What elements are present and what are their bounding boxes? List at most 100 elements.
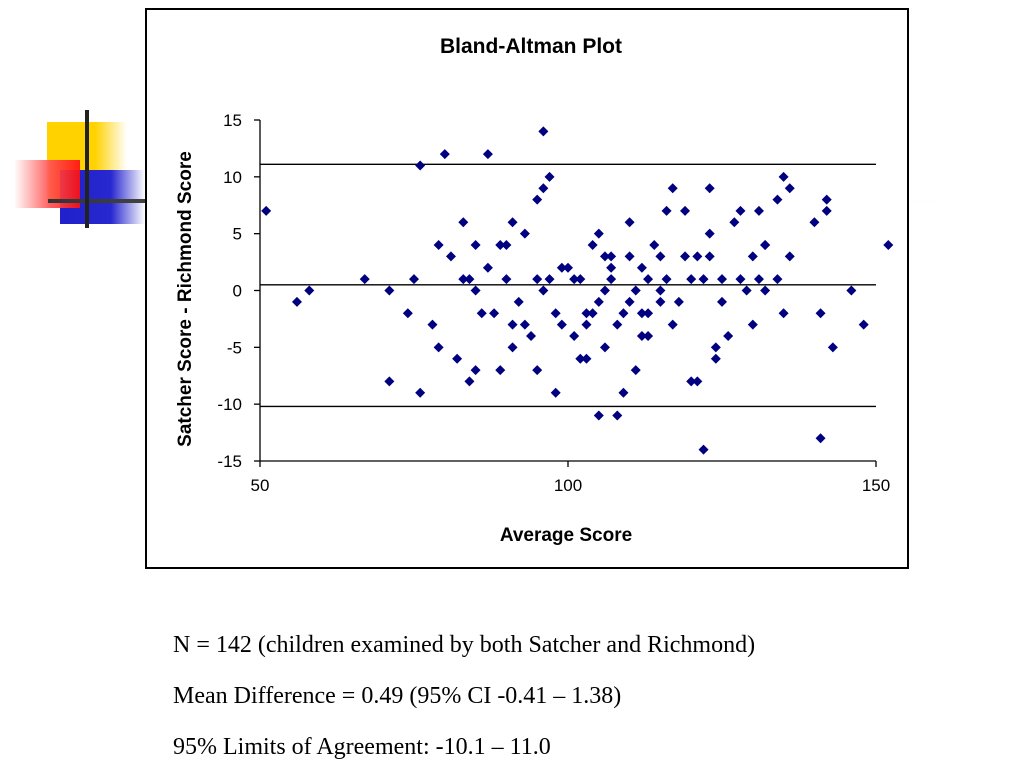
yellow-square bbox=[47, 122, 127, 200]
data-point bbox=[729, 217, 740, 228]
data-point bbox=[760, 240, 771, 251]
data-point bbox=[698, 274, 709, 285]
data-point bbox=[581, 319, 592, 330]
data-point bbox=[692, 376, 703, 387]
data-point bbox=[599, 285, 610, 296]
data-point bbox=[599, 342, 610, 353]
y-tick-label: 10 bbox=[223, 168, 242, 187]
data-point bbox=[507, 217, 518, 228]
data-point bbox=[618, 387, 629, 398]
data-point bbox=[686, 274, 697, 285]
data-point bbox=[526, 330, 537, 341]
data-point bbox=[636, 262, 647, 273]
data-point bbox=[482, 149, 493, 160]
data-point bbox=[630, 285, 641, 296]
data-point bbox=[630, 365, 641, 376]
chart-title: Bland-Altman Plot bbox=[440, 35, 622, 58]
data-point bbox=[772, 194, 783, 205]
data-point bbox=[532, 274, 543, 285]
data-point bbox=[815, 433, 826, 444]
x-tick-label: 100 bbox=[554, 476, 582, 495]
data-point bbox=[667, 319, 678, 330]
data-point bbox=[673, 296, 684, 307]
y-tick-label: 15 bbox=[223, 111, 242, 130]
data-point bbox=[704, 183, 715, 194]
data-point bbox=[784, 251, 795, 262]
limits-of-agreement-note: 95% Limits of Agreement: -10.1 – 11.0 bbox=[173, 734, 551, 760]
data-point bbox=[858, 319, 869, 330]
data-point bbox=[464, 274, 475, 285]
data-point bbox=[593, 296, 604, 307]
data-point bbox=[612, 319, 623, 330]
data-point bbox=[704, 228, 715, 239]
data-point bbox=[717, 274, 727, 285]
data-point bbox=[821, 205, 832, 216]
data-point bbox=[507, 342, 518, 353]
sample-size-note: N = 142 (children examined by both Satch… bbox=[173, 632, 756, 658]
data-point bbox=[563, 262, 573, 273]
x-axis-label: Average Score bbox=[500, 525, 632, 546]
y-axis-label: Satcher Score - Richmond Score bbox=[175, 151, 196, 447]
data-point bbox=[661, 274, 672, 285]
data-point bbox=[698, 444, 709, 455]
data-point bbox=[458, 217, 469, 228]
data-point bbox=[532, 194, 543, 205]
data-point bbox=[519, 319, 530, 330]
data-point bbox=[402, 308, 413, 319]
data-point bbox=[464, 376, 475, 387]
blue-square bbox=[60, 170, 145, 224]
data-point bbox=[692, 251, 703, 262]
data-point bbox=[883, 240, 894, 251]
data-point bbox=[470, 365, 481, 376]
y-tick-label: -10 bbox=[217, 395, 242, 414]
data-point bbox=[409, 274, 419, 285]
data-point bbox=[495, 365, 506, 376]
data-point bbox=[815, 308, 826, 319]
data-point bbox=[821, 194, 832, 205]
data-point bbox=[384, 285, 395, 296]
mean-difference-note: Mean Difference = 0.49 (95% CI -0.41 – 1… bbox=[173, 683, 622, 709]
data-point bbox=[569, 330, 580, 341]
data-point bbox=[550, 308, 561, 319]
data-point bbox=[544, 274, 555, 285]
data-point bbox=[439, 149, 450, 160]
data-point bbox=[778, 171, 789, 182]
data-point bbox=[476, 308, 487, 319]
data-point bbox=[643, 308, 654, 319]
data-point bbox=[599, 251, 610, 262]
data-point bbox=[482, 262, 493, 273]
chart-frame: Bland-Altman Plot Average Score Satcher … bbox=[145, 8, 909, 569]
data-point bbox=[643, 330, 654, 341]
data-point bbox=[501, 240, 512, 251]
data-point bbox=[581, 353, 592, 364]
data-point bbox=[593, 228, 604, 239]
data-point bbox=[846, 285, 857, 296]
data-point bbox=[556, 262, 567, 273]
data-point bbox=[680, 251, 691, 262]
y-tick-label: -15 bbox=[217, 452, 242, 471]
data-point bbox=[710, 353, 721, 364]
data-point bbox=[507, 319, 518, 330]
bland-altman-chart: Bland-Altman Plot Average Score Satcher … bbox=[175, 35, 894, 546]
data-point bbox=[470, 285, 481, 296]
data-point bbox=[427, 319, 438, 330]
data-point bbox=[415, 387, 426, 398]
data-point bbox=[747, 319, 758, 330]
data-point bbox=[778, 308, 789, 319]
data-point bbox=[753, 274, 764, 285]
data-point bbox=[680, 205, 691, 216]
data-point bbox=[550, 387, 561, 398]
data-point bbox=[735, 274, 746, 285]
data-point bbox=[760, 285, 771, 296]
data-point bbox=[606, 251, 617, 262]
data-point bbox=[606, 274, 617, 285]
vertical-rule bbox=[85, 110, 89, 228]
data-point bbox=[587, 240, 598, 251]
y-tick-label: 5 bbox=[233, 225, 242, 244]
x-tick-label: 150 bbox=[862, 476, 890, 495]
data-point bbox=[618, 308, 629, 319]
data-point bbox=[704, 251, 715, 262]
data-point bbox=[489, 308, 500, 319]
data-point bbox=[513, 296, 524, 307]
